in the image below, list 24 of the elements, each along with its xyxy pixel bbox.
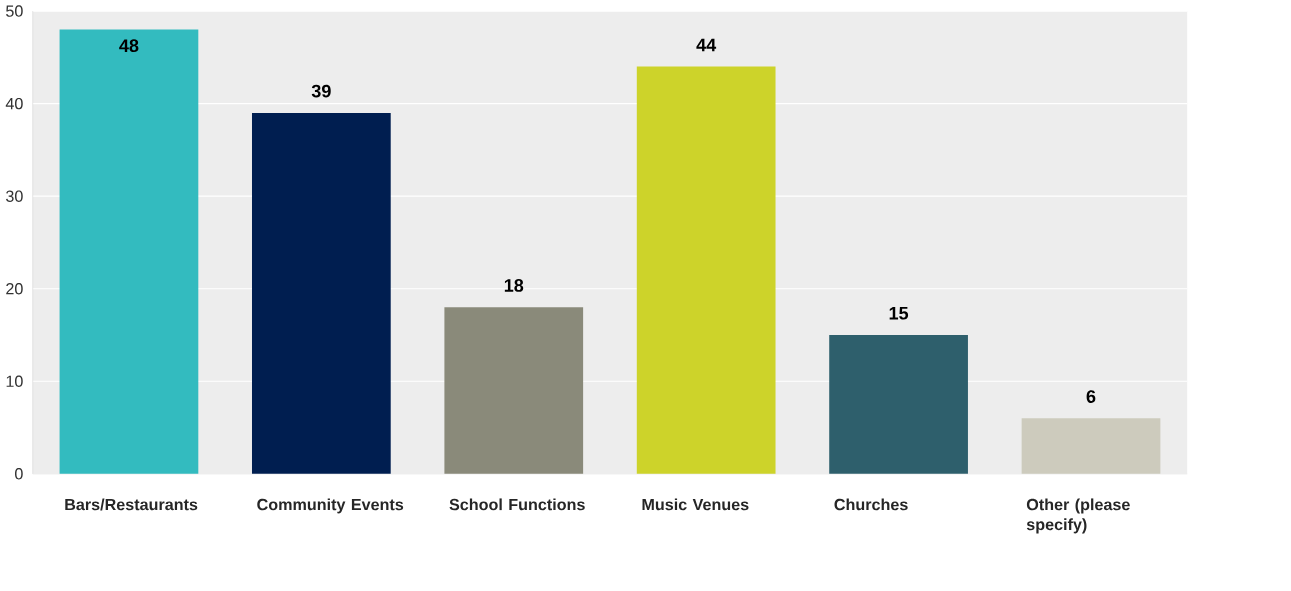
x-tick-label: School Functions: [449, 498, 585, 511]
data-label: 48: [119, 39, 139, 53]
y-tick-label: 0: [15, 468, 23, 480]
y-tick-label: 10: [6, 375, 23, 388]
x-tick-label: Churches: [834, 498, 908, 511]
y-tick-label: 30: [6, 190, 23, 203]
bar: [1021, 418, 1161, 474]
data-label: 39: [311, 84, 331, 98]
y-tick-label: 40: [5, 98, 23, 110]
data-label: 44: [696, 38, 717, 52]
bar: [444, 307, 584, 474]
data-label: 18: [504, 279, 524, 292]
bar: [829, 335, 968, 474]
data-label: 6: [1086, 390, 1096, 404]
x-tick-label: Bars/Restaurants: [65, 498, 198, 511]
x-tick-label: Other (please specify): [1026, 498, 1130, 534]
data-label: 15: [889, 307, 909, 320]
y-tick-label: 50: [6, 5, 23, 17]
x-tick-label: Community Events: [257, 498, 404, 514]
bar: [251, 113, 391, 474]
x-tick-label: Music Venues: [642, 498, 749, 511]
bar: [59, 29, 199, 474]
bar: [636, 66, 776, 474]
y-tick-label: 20: [6, 283, 23, 295]
